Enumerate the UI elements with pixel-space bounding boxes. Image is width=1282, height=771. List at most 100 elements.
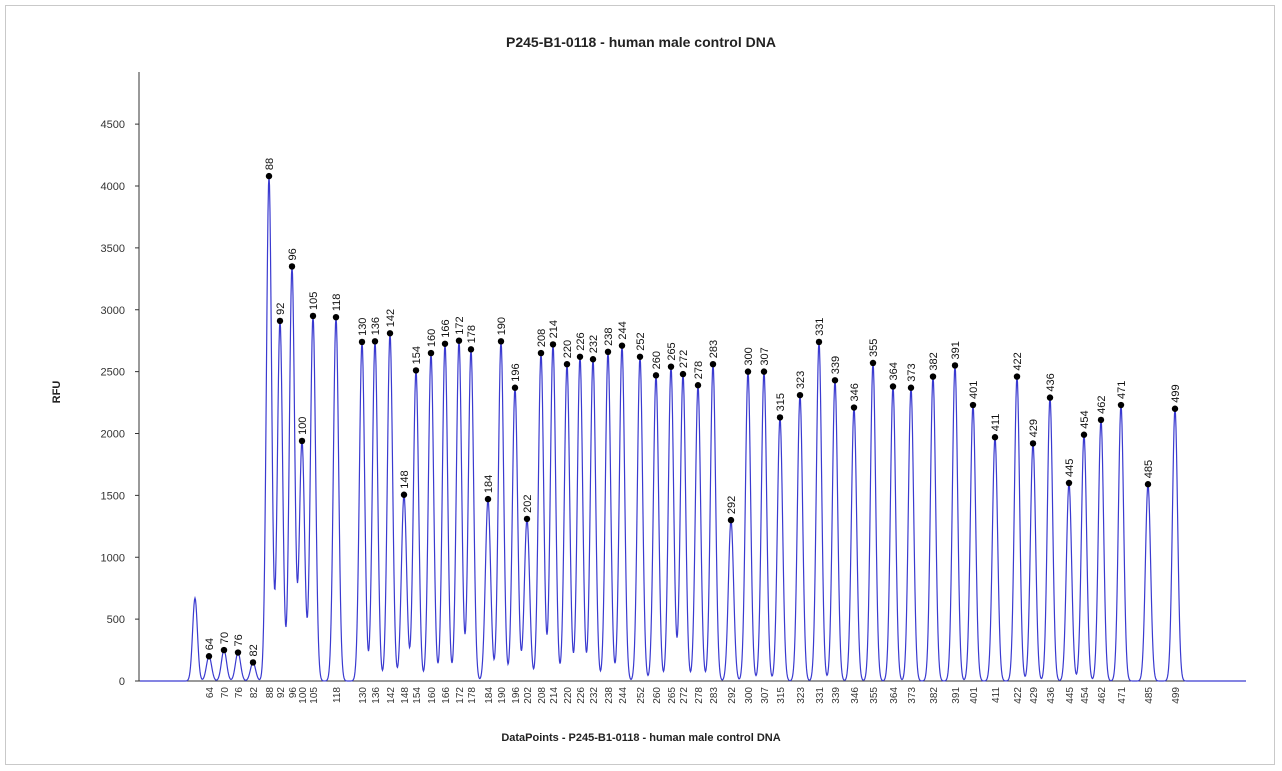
peak-markers: [205, 172, 1179, 666]
peak-label: 130: [357, 318, 369, 336]
peak-marker: [309, 312, 317, 320]
peak-label: 190: [496, 317, 508, 335]
x-tick-label: 160: [427, 687, 438, 704]
peak-marker: [991, 434, 999, 441]
x-tick-label: 232: [589, 687, 600, 704]
peak-label: 429: [1028, 419, 1040, 437]
x-tick-label: 454: [1080, 687, 1091, 704]
peak-marker: [744, 368, 752, 375]
peak-marker: [455, 337, 463, 344]
peak-marker: [869, 359, 877, 367]
peak-marker: [652, 372, 660, 379]
peak-label: 238: [603, 327, 615, 345]
peak-marker: [467, 346, 475, 353]
peak-label: 70: [219, 632, 231, 644]
peak-label: 64: [204, 638, 216, 650]
peak-label: 214: [548, 320, 560, 338]
peak-label: 436: [1045, 373, 1057, 391]
peak-marker: [484, 495, 492, 503]
chart-title: P245-B1-0118 - human male control DNA: [506, 34, 776, 50]
peak-label: 283: [708, 340, 720, 358]
peak-label: 411: [990, 414, 1002, 432]
peak-marker: [205, 653, 213, 660]
y-tick-label: 1500: [101, 490, 125, 502]
peak-marker: [332, 313, 340, 321]
peak-marker: [563, 361, 571, 368]
peak-label: 300: [743, 347, 755, 365]
x-tick-label: 339: [831, 687, 842, 704]
peak-marker: [929, 373, 937, 380]
x-tick-label: 100: [298, 687, 309, 704]
x-tick-label: 315: [776, 687, 787, 704]
x-tick-label: 184: [484, 687, 495, 704]
peak-label: 148: [399, 470, 411, 488]
x-tick-label: 307: [760, 687, 771, 704]
x-tick-label: 136: [371, 687, 382, 704]
signal-trace: [140, 176, 1246, 682]
peak-marker: [1117, 401, 1125, 409]
peak-marker: [358, 338, 366, 346]
peak-marker: [1065, 479, 1073, 487]
peak-marker: [276, 317, 284, 325]
peak-marker: [497, 338, 505, 345]
peak-marker: [951, 362, 959, 369]
peak-label: 346: [849, 383, 861, 401]
peak-marker: [1080, 431, 1088, 438]
x-tick-label: 238: [604, 687, 615, 704]
peak-marker: [576, 353, 584, 360]
peak-marker: [1029, 440, 1037, 447]
peak-label: 499: [1170, 384, 1182, 402]
y-tick-label: 4500: [101, 119, 125, 131]
peak-marker: [412, 367, 420, 374]
y-tick-label: 3000: [101, 305, 125, 317]
x-tick-label: 272: [679, 687, 690, 704]
x-tick-label: 382: [929, 687, 940, 704]
x-tick-label: 118: [332, 687, 343, 703]
peak-label: 105: [308, 292, 320, 310]
peak-marker: [288, 263, 296, 270]
x-tick-label: 411: [991, 687, 1002, 703]
x-tick-label: 244: [618, 687, 629, 704]
peak-marker: [636, 353, 644, 360]
peak-marker: [265, 172, 273, 180]
peak-label: 454: [1079, 410, 1091, 428]
peak-label: 136: [370, 317, 382, 335]
x-tick-label: 422: [1013, 687, 1024, 704]
x-tick-label: 130: [358, 687, 369, 704]
x-tick-label: 220: [563, 687, 574, 704]
x-tick-label: 485: [1144, 687, 1155, 704]
peak-marker: [427, 349, 435, 357]
x-tick-label: 88: [265, 687, 276, 699]
peak-label: 364: [888, 362, 900, 380]
peak-marker: [511, 384, 519, 391]
y-tick-label: 4000: [101, 181, 125, 193]
peak-label: 391: [950, 341, 962, 359]
x-tick-label: 265: [667, 687, 678, 704]
peak-label: 307: [759, 347, 771, 365]
peak-label: 172: [454, 316, 466, 334]
peak-label: 373: [906, 363, 918, 381]
peak-marker: [523, 515, 531, 523]
peak-marker: [371, 338, 379, 345]
peak-label: 202: [522, 495, 534, 513]
x-tick-label: 105: [309, 687, 320, 704]
peak-label: 471: [1116, 381, 1128, 399]
x-tick-label: 64: [205, 687, 216, 699]
peak-marker: [1097, 416, 1105, 424]
peak-label: 232: [588, 335, 600, 353]
x-tick-label: 70: [220, 687, 231, 699]
peak-label: 260: [651, 351, 663, 369]
peak-marker: [234, 649, 242, 656]
peak-label: 118: [331, 294, 343, 312]
peak-label: 196: [510, 363, 522, 381]
x-tick-label: 208: [537, 687, 548, 704]
x-tick-label: 283: [709, 687, 720, 704]
x-axis-title: DataPoints - P245-B1-0118 - human male c…: [501, 732, 781, 744]
x-tick-label: 142: [386, 687, 397, 704]
peak-label: 382: [928, 352, 940, 370]
peak-marker: [1046, 394, 1054, 401]
y-tick-label: 2500: [101, 367, 125, 379]
peak-marker: [549, 341, 557, 348]
x-tick-label: 166: [441, 687, 452, 704]
